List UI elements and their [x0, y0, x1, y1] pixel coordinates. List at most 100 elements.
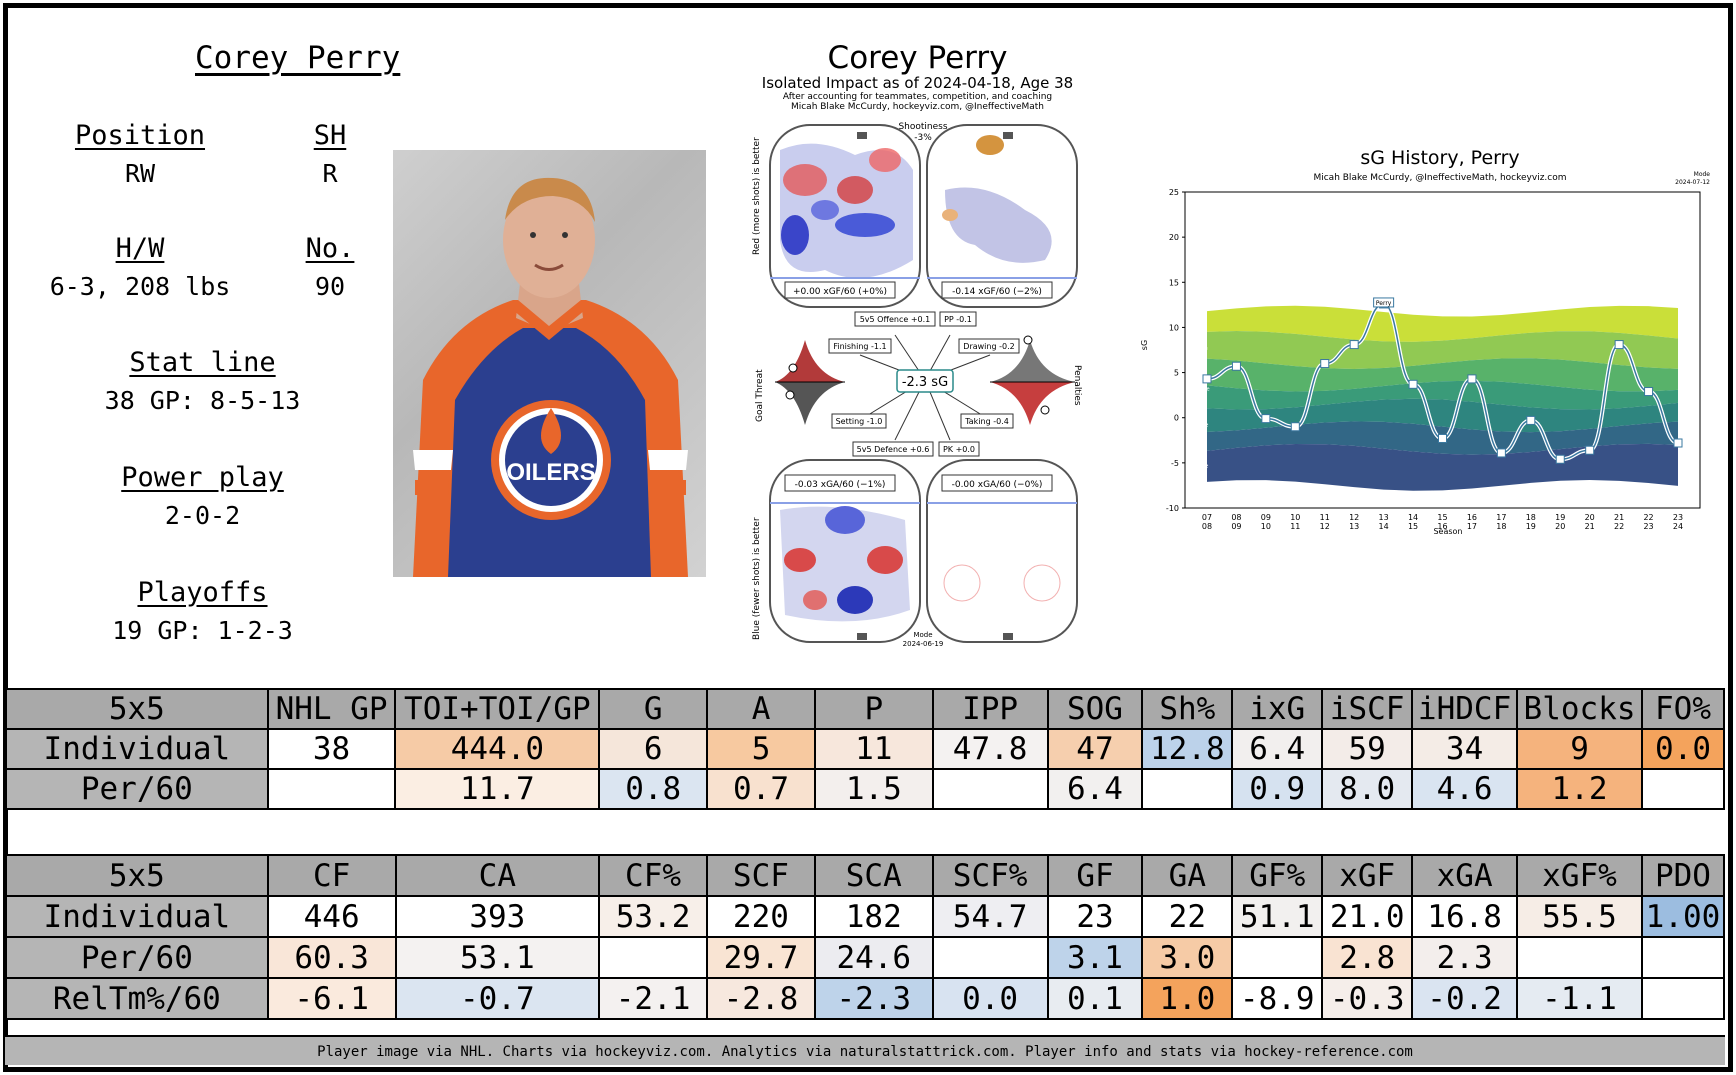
x-tick-label: 10 [1290, 513, 1300, 522]
column-header: G [598, 688, 709, 730]
x-tick-label: 21 [1614, 513, 1624, 522]
hw-value: 6-3, 208 lbs [49, 272, 231, 301]
stat-cell [1141, 768, 1234, 810]
history-point [1320, 359, 1330, 369]
stat-cell: 182 [813, 895, 934, 938]
row-label: Individual [5, 895, 269, 938]
stat-cell: 53.1 [394, 936, 601, 979]
defence-label: 5v5 Defence +0.6 [857, 445, 930, 454]
stat-cell: 59 [1321, 728, 1414, 770]
stat-cell [1640, 936, 1726, 979]
pk-label: PK +0.0 [943, 445, 975, 454]
stat-cell [1231, 936, 1324, 979]
table-header-row: 5x5 NHL GP TOI+TOI/GP G A P IPP SOG Sh% ixG iSCF iH… [5, 688, 1725, 730]
history-mode: Mode [1694, 171, 1711, 178]
impact-subtitle: Isolated Impact as of 2024-04-18, Age 38 [761, 74, 1074, 92]
stat-cell: 54.7 [931, 895, 1049, 938]
column-header: GF [1046, 854, 1144, 897]
stat-cell: 21.0 [1321, 895, 1414, 938]
red-axis-label: Red (more shots) is better [752, 137, 762, 255]
x-tick-label: 18 [1526, 513, 1536, 522]
stat-cell: 0.1 [1046, 977, 1144, 1020]
row-label: Per/60 [5, 768, 269, 810]
column-header: Blocks [1516, 688, 1644, 730]
stat-cell: 446 [266, 895, 397, 938]
column-header: TOI+TOI/GP [394, 688, 601, 730]
table-row: Per/60 60.3 53.1 29.7 24.6 3.1 3.0 2.8 2.3 [5, 936, 1726, 979]
y-tick-label: -10 [1166, 504, 1179, 513]
offence-label: 5v5 Offence +0.1 [860, 315, 931, 324]
player-photo: OILERS [393, 150, 706, 577]
x-tick-label: 24 [1673, 522, 1683, 531]
history-ylabel: sG [1140, 340, 1149, 350]
stat-cell: 0.8 [598, 768, 709, 810]
impact-note2: Micah Blake McCurdy, hockeyviz.com, @Ine… [790, 102, 1045, 112]
rink-defence-pk [926, 459, 1078, 643]
x-tick-label: 19 [1526, 522, 1536, 531]
stat-cell: 9 [1516, 728, 1644, 770]
jersey-text: OILERS [506, 459, 595, 486]
x-tick-label: 23 [1643, 522, 1653, 531]
x-tick-label: 12 [1320, 522, 1330, 531]
history-title: sG History, Perry [1360, 147, 1519, 169]
stat-cell: -2.1 [598, 977, 708, 1020]
stat-cell: -2.3 [813, 977, 934, 1020]
x-tick-label: 16 [1437, 522, 1447, 531]
column-header: GA [1141, 854, 1234, 897]
statline-label: Stat line [129, 347, 276, 378]
stat-cell: 11.7 [394, 768, 601, 810]
history-point [1290, 422, 1300, 432]
column-header: 5x5 [5, 854, 269, 897]
setting-label: Setting -1.0 [836, 417, 883, 426]
stat-cell: 2.3 [1411, 936, 1519, 979]
stat-cell: 0.0 [1641, 728, 1725, 770]
y-tick-label: 25 [1169, 188, 1179, 197]
isolated-impact-chart: Corey Perry Isolated Impact as of 2024-0… [745, 40, 1090, 652]
stat-cell: 3.1 [1046, 936, 1144, 979]
x-tick-label: 18 [1496, 522, 1506, 531]
history-point [1202, 374, 1212, 384]
xgf-left-label: +0.00 xGF/60 (+0%) [793, 287, 887, 297]
table-row: Per/60 11.7 0.8 0.7 1.5 6.4 0.9 8.0 4.6 1.2 [5, 768, 1725, 810]
position-label: Position [74, 120, 206, 151]
x-tick-label: 15 [1408, 522, 1418, 531]
stat-cell: 47.8 [931, 728, 1049, 770]
individual-stats-table: 5x5 NHL GP TOI+TOI/GP G A P IPP SOG Sh% ixG iSCF iH… [5, 688, 1725, 810]
column-header: iSCF [1321, 688, 1414, 730]
history-point [1585, 445, 1595, 455]
stat-cell: 1.00 [1640, 895, 1726, 938]
position-value: RW [124, 159, 156, 188]
x-tick-label: 12 [1349, 513, 1359, 522]
history-point [1408, 379, 1418, 389]
row-label: RelTm%/60 [5, 977, 269, 1020]
tier-label: 3rd Line [1188, 423, 1208, 429]
hw-block: H/W 6-3, 208 lbs [30, 233, 250, 301]
x-tick-label: 09 [1261, 513, 1271, 522]
stat-cell: 1.5 [813, 768, 934, 810]
xga-right-label: -0.00 xGA/60 (−0%) [952, 480, 1043, 490]
credits-footer: Player image via NHL. Charts via hockeyv… [5, 1035, 1725, 1065]
playoffs-block: Playoffs 19 GP: 1-2-3 [70, 577, 335, 645]
column-header: GF% [1231, 854, 1324, 897]
column-header: xGA [1411, 854, 1519, 897]
x-tick-label: 17 [1496, 513, 1506, 522]
stat-cell [931, 768, 1049, 810]
powerplay-block: Power play 2-0-2 [70, 462, 335, 530]
x-tick-label: 14 [1379, 522, 1389, 531]
column-header: IPP [931, 688, 1049, 730]
stat-cell: 29.7 [705, 936, 816, 979]
stat-cell [1640, 977, 1726, 1020]
history-point [1496, 448, 1506, 458]
stat-cell: 2.8 [1321, 936, 1414, 979]
x-tick-label: 16 [1467, 513, 1477, 522]
stat-cell: 24.6 [813, 936, 934, 979]
history-point [1555, 454, 1565, 464]
x-tick-label: 10 [1261, 522, 1271, 531]
x-tick-label: 22 [1643, 513, 1653, 522]
column-header: Sh% [1141, 688, 1234, 730]
history-point [1526, 415, 1536, 425]
table-row: Individual 38 444.0 6 5 11 47.8 47 12.8 6.4 59 34 9 0… [5, 728, 1725, 770]
column-header: CF% [598, 854, 708, 897]
playoffs-value: 19 GP: 1-2-3 [112, 616, 293, 645]
player-photo-illustration: OILERS [413, 177, 688, 577]
